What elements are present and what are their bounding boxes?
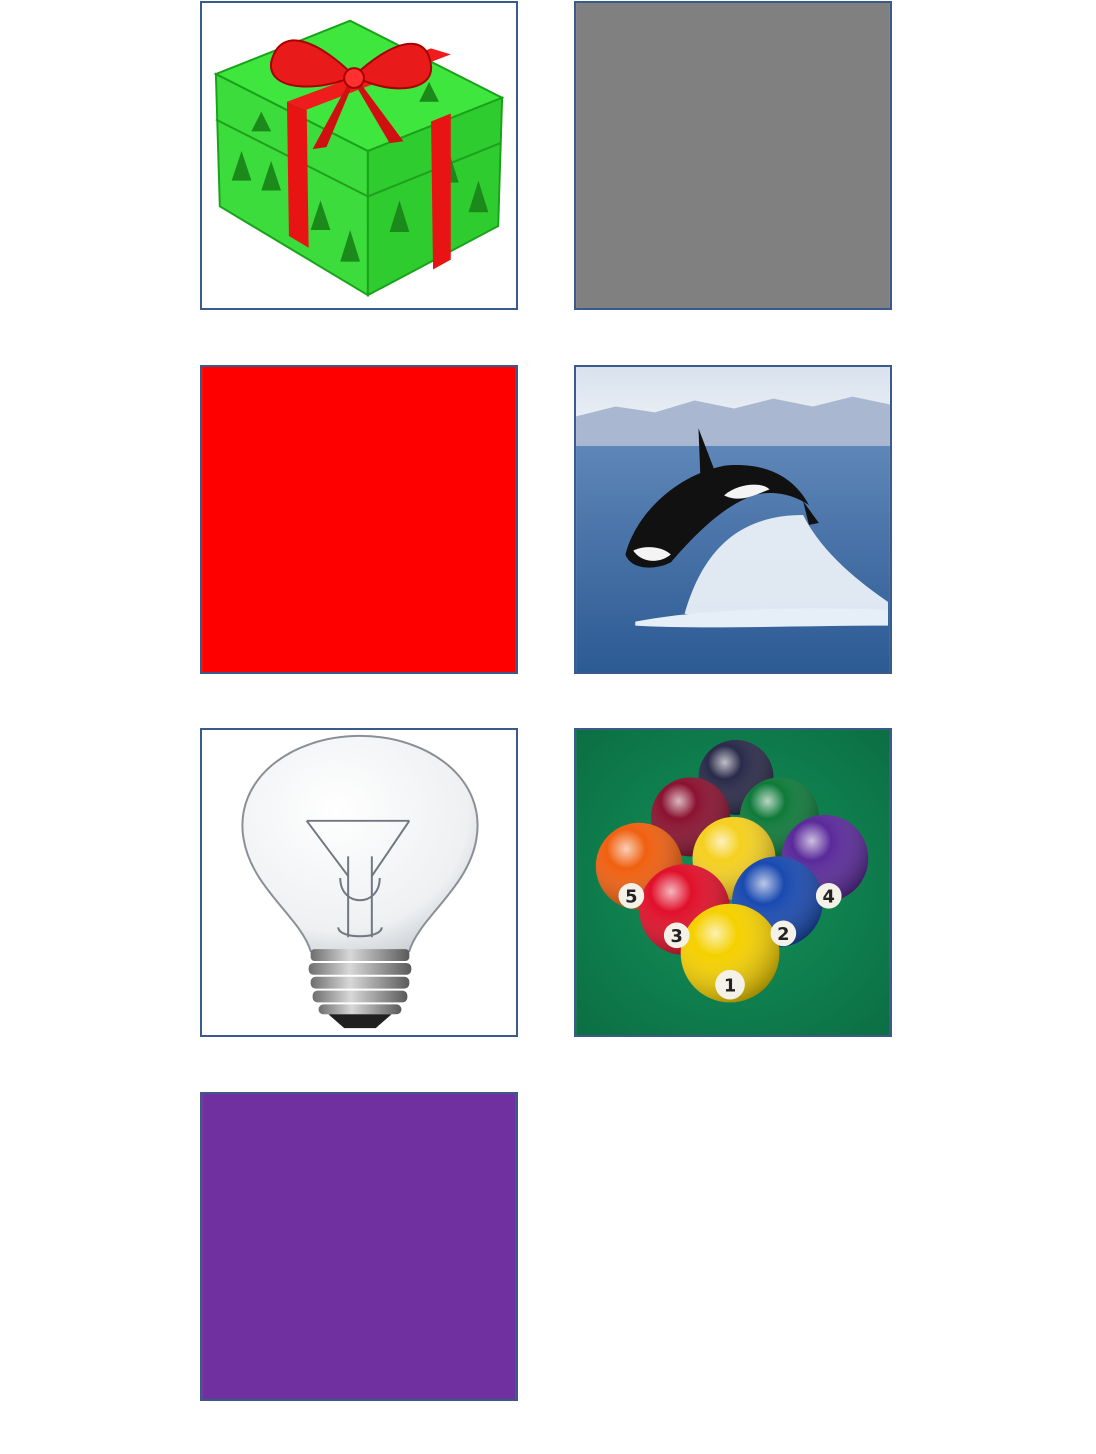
gift-box-icon	[202, 3, 516, 308]
gift-box-tile[interactable]	[200, 1, 518, 310]
light-bulb-icon	[202, 730, 516, 1035]
ball-number-3: 3	[671, 927, 683, 947]
orca-tile[interactable]	[574, 365, 892, 674]
gray-swatch	[576, 3, 890, 308]
gray-tile[interactable]	[574, 1, 892, 310]
purple-tile[interactable]	[200, 1092, 518, 1401]
billiard-balls-icon: 5 3 1 2 4	[576, 730, 890, 1035]
gray-fill	[576, 3, 890, 308]
purple-fill	[202, 1094, 516, 1399]
billiard-balls-tile[interactable]: 5 3 1 2 4	[574, 728, 892, 1037]
ball-number-1: 1	[724, 977, 736, 997]
orca-icon	[576, 367, 890, 672]
red-swatch	[202, 367, 516, 672]
ball-number-5: 5	[625, 888, 637, 908]
red-fill	[202, 367, 516, 672]
light-bulb-tile[interactable]	[200, 728, 518, 1037]
ball-number-2: 2	[777, 925, 789, 945]
red-tile[interactable]	[200, 365, 518, 674]
ball-number-4: 4	[823, 888, 835, 908]
purple-swatch	[202, 1094, 516, 1399]
